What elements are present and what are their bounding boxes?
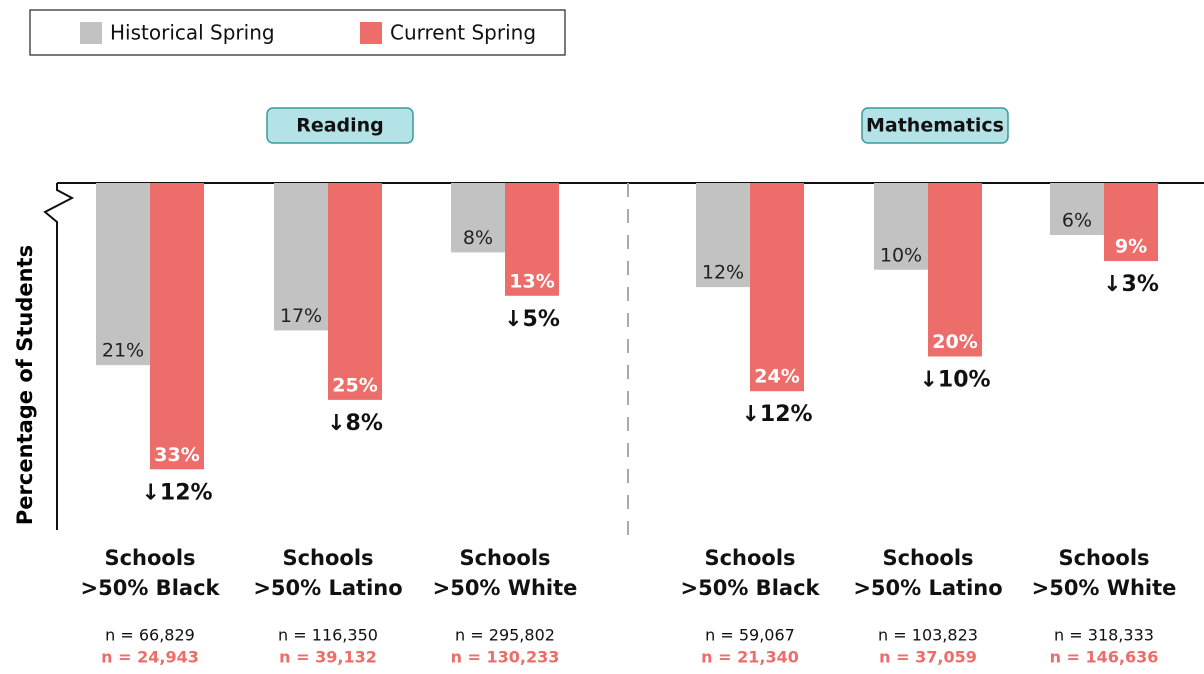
difference-label: ↓8% xyxy=(327,411,383,436)
difference-label: ↓5% xyxy=(504,307,560,332)
bar xyxy=(928,183,982,357)
n-label: n = 295,802 xyxy=(455,626,555,645)
value-label: 12% xyxy=(702,262,744,284)
value-label: 17% xyxy=(280,305,322,327)
bar xyxy=(505,183,559,296)
n-label: n = 66,829 xyxy=(105,626,195,645)
n-label: n = 24,943 xyxy=(101,648,199,667)
difference-label: ↓12% xyxy=(141,480,212,505)
bar xyxy=(451,183,505,253)
value-label: 8% xyxy=(463,227,493,249)
n-label: n = 39,132 xyxy=(279,648,377,667)
value-label: 10% xyxy=(880,244,922,266)
value-label: 33% xyxy=(154,444,199,466)
value-label: 13% xyxy=(509,270,554,292)
bar xyxy=(1104,183,1158,262)
difference-label: ↓10% xyxy=(919,368,990,393)
legend-label: Current Spring xyxy=(390,21,536,45)
value-label: 9% xyxy=(1115,236,1147,258)
legend-box xyxy=(29,9,566,56)
bar xyxy=(874,183,928,270)
value-label: 25% xyxy=(332,374,377,396)
bar xyxy=(1050,183,1104,236)
category-label: Schools >50% Black xyxy=(80,546,220,600)
legend-swatch xyxy=(80,22,102,44)
category-label: Schools >50% Latino xyxy=(853,546,1003,600)
n-label: n = 103,823 xyxy=(878,626,978,645)
difference-label: ↓3% xyxy=(1103,272,1159,297)
legend-label: Historical Spring xyxy=(110,21,275,45)
n-label: n = 130,233 xyxy=(451,648,560,667)
bar xyxy=(750,183,804,392)
category-label: Schools >50% Black xyxy=(680,546,820,600)
bar xyxy=(96,183,150,366)
y-axis-break xyxy=(43,183,75,530)
panel-title-box xyxy=(861,107,1009,144)
value-label: 6% xyxy=(1062,210,1092,232)
panel-title-box xyxy=(266,107,414,144)
legend-swatch xyxy=(360,22,382,44)
bar xyxy=(274,183,328,331)
n-label: n = 146,636 xyxy=(1050,648,1159,667)
value-label: 21% xyxy=(102,340,144,362)
value-label: 24% xyxy=(754,366,799,388)
category-label: Schools >50% White xyxy=(1031,546,1177,600)
bar xyxy=(696,183,750,288)
n-label: n = 318,333 xyxy=(1054,626,1154,645)
panel-title: Reading xyxy=(296,115,384,137)
category-label: Schools >50% Latino xyxy=(253,546,403,600)
y-axis-label: Percentage of Students xyxy=(13,245,37,525)
value-label: 20% xyxy=(932,331,977,353)
bar xyxy=(150,183,204,470)
difference-label: ↓12% xyxy=(741,402,812,427)
n-label: n = 59,067 xyxy=(705,626,795,645)
bar xyxy=(328,183,382,400)
n-label: n = 37,059 xyxy=(879,648,977,667)
n-label: n = 21,340 xyxy=(701,648,799,667)
n-label: n = 116,350 xyxy=(278,626,378,645)
category-label: Schools >50% White xyxy=(432,546,578,600)
panel-title: Mathematics xyxy=(866,115,1004,137)
